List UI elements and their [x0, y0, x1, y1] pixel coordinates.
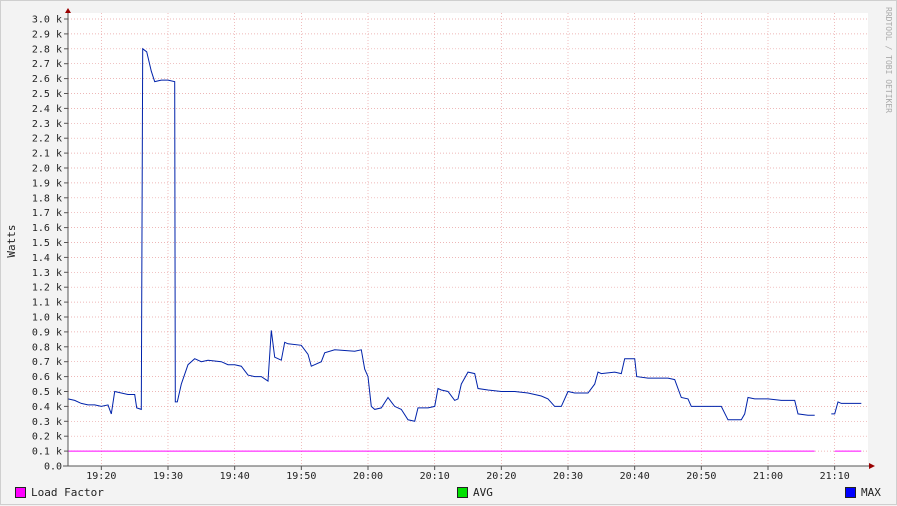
- y-tick-label: 1.8 k: [32, 193, 62, 204]
- y-tick-label: 0.1 k: [32, 447, 62, 458]
- x-tick-label: 19:30: [153, 471, 183, 482]
- y-tick-label: 0.4 k: [32, 402, 62, 413]
- y-tick-label: 2.5 k: [32, 89, 62, 100]
- y-tick-label: 0.7 k: [32, 357, 62, 368]
- y-tick-label: 3.0 k: [32, 15, 62, 26]
- x-tick-label: 19:50: [286, 471, 316, 482]
- axes: [63, 8, 875, 469]
- legend-item-avg: AVG: [457, 485, 493, 499]
- legend-item-max: MAX: [845, 485, 881, 499]
- y-tick-label: 0.0: [44, 462, 62, 473]
- y-tick-label: 1.7 k: [32, 208, 62, 219]
- x-axis-ticks: 19:20 19:30 19:40 19:50 20:00 20:10 20:20 20:30…: [86, 466, 850, 482]
- x-tick-label: 20:20: [486, 471, 516, 482]
- y-tick-label: 2.6 k: [32, 74, 62, 85]
- y-tick-label: 0.2 k: [32, 432, 62, 443]
- y-tick-label: 2.3 k: [32, 119, 62, 130]
- x-tick-label: 20:30: [553, 471, 583, 482]
- series-layer: [67, 47, 862, 452]
- y-tick-label: 1.6 k: [32, 223, 62, 234]
- x-tick-label: 20:50: [686, 471, 716, 482]
- y-tick-label: 2.2 k: [32, 134, 62, 145]
- y-tick-label: 2.8 k: [32, 44, 62, 55]
- y-tick-label: 1.9 k: [32, 178, 62, 189]
- y-tick-label: 1.4 k: [32, 253, 62, 264]
- legend-item-load-factor: Load Factor: [15, 485, 104, 499]
- legend-swatch: [15, 486, 26, 498]
- x-tick-label: 19:20: [86, 471, 116, 482]
- y-tick-label: 0.9 k: [32, 327, 62, 338]
- watermark: RRDTOOL / TOBI OETIKER: [884, 7, 893, 113]
- grid-lines: [68, 13, 868, 466]
- plot-area: [68, 13, 868, 466]
- x-tick-label: 20:00: [353, 471, 383, 482]
- y-tick-label: 2.1 k: [32, 149, 62, 160]
- y-tick-label: 2.7 k: [32, 59, 62, 70]
- y-tick-label: 2.9 k: [32, 29, 62, 40]
- legend-label: AVG: [473, 485, 493, 499]
- y-tick-label: 0.6 k: [32, 372, 62, 383]
- x-tick-label: 21:00: [753, 471, 783, 482]
- x-tick-label: 21:10: [820, 471, 850, 482]
- legend-label: Load Factor: [31, 485, 104, 499]
- y-tick-label: 0.3 k: [32, 417, 62, 428]
- series-line-max: [831, 401, 862, 415]
- x-tick-label: 20:10: [420, 471, 450, 482]
- y-tick-label: 0.8 k: [32, 342, 62, 353]
- x-tick-label: 19:40: [220, 471, 250, 482]
- y-tick-label: 1.5 k: [32, 238, 62, 249]
- legend-swatch: [845, 486, 856, 498]
- y-tick-label: 1.2 k: [32, 283, 62, 294]
- y-tick-label: 0.5 k: [32, 387, 62, 398]
- legend-swatch: [457, 486, 468, 498]
- y-axis-arrow: [65, 8, 71, 13]
- y-tick-label: 2.0 k: [32, 164, 62, 175]
- y-axis-ticks: 0.0 0.1 k 0.2 k 0.3 k 0.4 k 0.5 k 0.6 k 0.7 k 0.…: [32, 15, 68, 473]
- y-tick-label: 1.3 k: [32, 268, 62, 279]
- x-tick-label: 20:40: [620, 471, 650, 482]
- y-tick-label: 2.4 k: [32, 104, 62, 115]
- y-tick-label: 1.1 k: [32, 298, 62, 309]
- legend-label: MAX: [861, 485, 881, 499]
- y-tick-label: 1.0 k: [32, 313, 62, 324]
- x-axis-arrow: [869, 463, 875, 469]
- series-line-max: [67, 47, 815, 422]
- y-axis-label: Watts: [5, 224, 18, 257]
